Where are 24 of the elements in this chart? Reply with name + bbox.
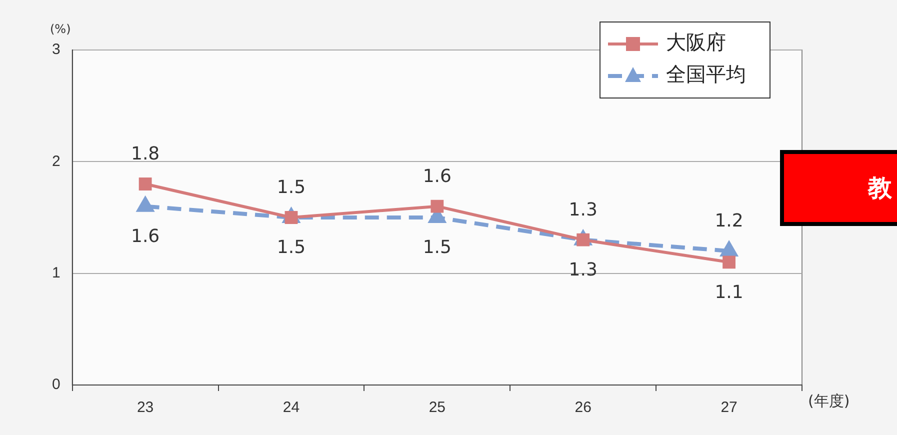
y-axis-title: (%) [50,22,71,36]
y-tick-label: 1 [52,264,60,282]
data-label: 1.5 [276,177,306,198]
data-label: 1.2 [714,210,744,232]
y-tick-label: 3 [52,41,60,58]
data-label: 1.6 [422,166,452,188]
y-tick-label: 0 [52,376,60,394]
legend-label: 大阪府 [666,30,726,54]
y-tick-label: 2 [52,152,60,170]
x-tick-label: 24 [282,399,300,416]
data-label: 1.5 [422,237,452,258]
data-label: 1.5 [276,237,306,258]
x-tick-label: 23 [136,399,154,416]
data-label: 1.8 [130,144,160,165]
x-tick-label: 27 [720,399,738,416]
x-axis-title: (年度) [808,392,850,411]
x-tick-label: 25 [428,399,446,416]
legend-label: 全国平均 [666,62,746,86]
data-label: 1.6 [130,226,160,248]
data-label: 1.3 [568,260,598,281]
data-label: 1.3 [568,200,598,221]
x-tick-label: 26 [574,399,592,416]
data-label: 1.1 [714,282,744,303]
label-box: 教 [780,150,897,226]
